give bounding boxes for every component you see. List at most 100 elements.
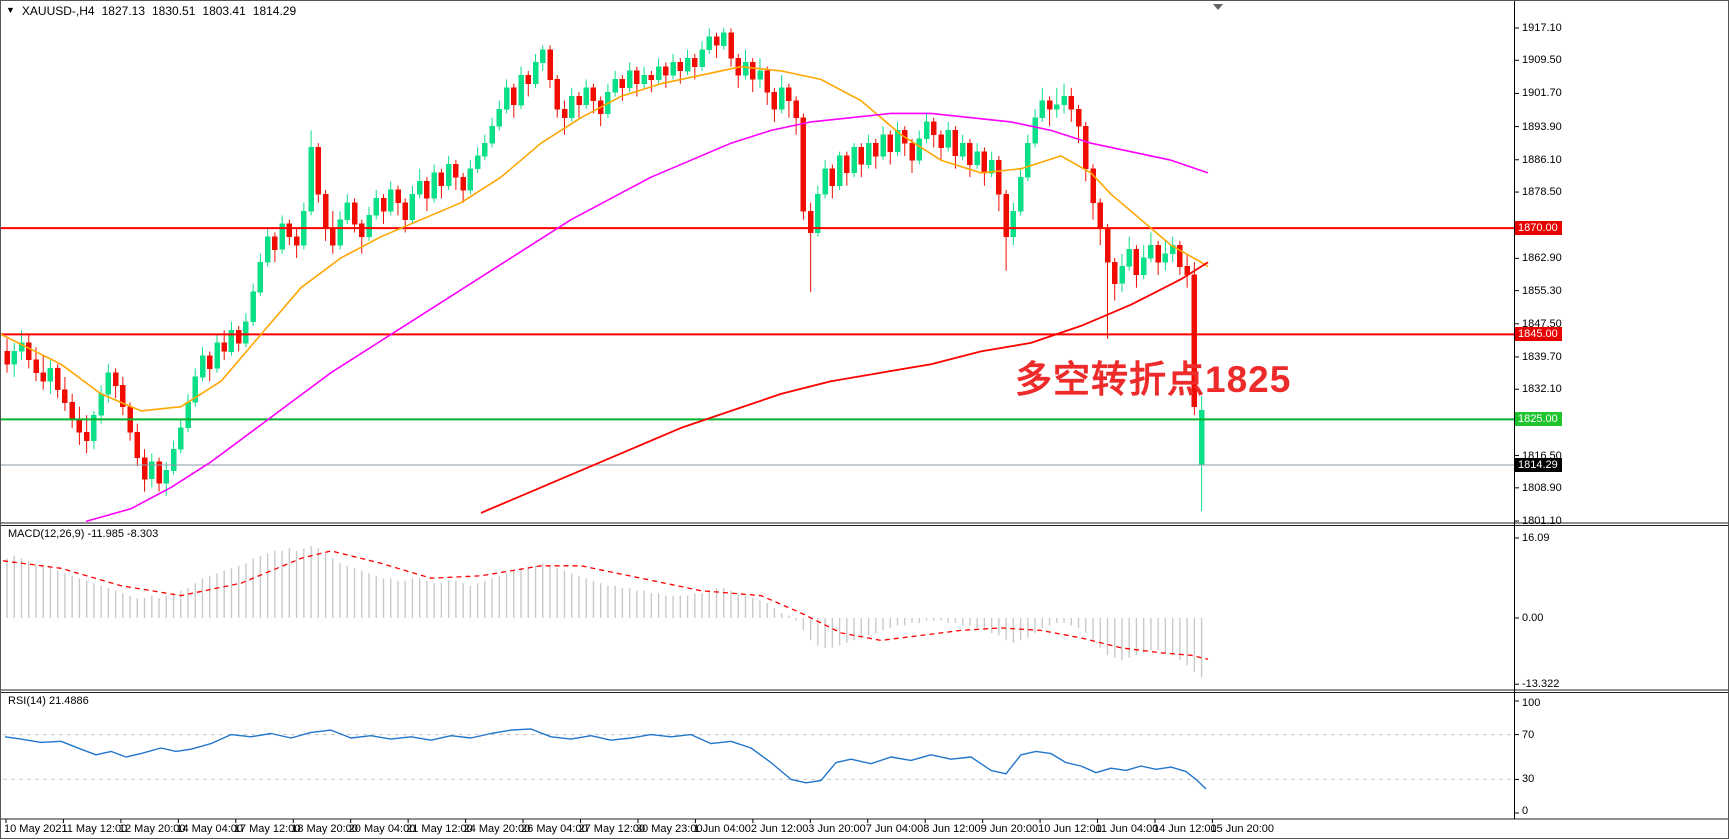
candle-bear (1155, 244, 1161, 263)
price-tick-label: 1917.10 (1522, 22, 1562, 34)
candle-bull (1039, 100, 1046, 118)
ma-slow-red (480, 261, 1209, 514)
candle-bull (496, 108, 503, 127)
candle-bull (503, 87, 510, 110)
candle-bear (4, 351, 10, 365)
chart-shift-marker-icon (1213, 4, 1223, 10)
time-tick-label: 24 May 20:00 (463, 823, 531, 835)
candle-bear (749, 62, 756, 80)
candle-bear (120, 385, 126, 407)
candle-bull (489, 125, 495, 144)
candle-bull (684, 57, 691, 72)
candle-bull (1010, 210, 1017, 237)
time-tick-label: 26 May 04:00 (521, 823, 588, 835)
candle-bull (1119, 266, 1125, 284)
candle-bear (1133, 249, 1140, 276)
candle-bull (199, 355, 206, 378)
candle-bear (547, 49, 553, 80)
time-tick-label: 14 Jun 12:00 (1153, 823, 1217, 835)
macd-tick-label: 0.00 (1522, 612, 1544, 624)
candle-bull (250, 291, 256, 322)
price-tick-label: 1832.10 (1522, 383, 1562, 396)
candle-bull (1025, 142, 1031, 178)
candle-bull (851, 147, 857, 174)
candle-bear (438, 172, 445, 186)
candle-bull (366, 215, 372, 237)
candle-bull (192, 376, 198, 403)
candle-bull (699, 49, 705, 67)
candle-bull (1032, 117, 1038, 144)
time-tick-label: 14 May 04:00 (176, 823, 243, 835)
price-tick-label: 1886.10 (1522, 153, 1562, 166)
macd-tick-label: -13.322 (1522, 678, 1560, 691)
ma-mid-magenta (85, 112, 1209, 523)
time-tick-label: 1 Jun 04:00 (693, 823, 751, 835)
candle-bull (344, 202, 351, 220)
symbol-period-label: XAUUSD-,H4 (21, 4, 95, 18)
candle-bull (836, 155, 843, 186)
time-tick-label: 9 Jun 20:00 (980, 823, 1039, 835)
candle-bull (409, 193, 416, 220)
candle-bear (786, 87, 792, 101)
candle-bear (967, 142, 973, 165)
candle-bull (373, 198, 379, 216)
candle-bear (221, 342, 227, 352)
close-value: 1814.29 (252, 4, 297, 18)
candle-bear (648, 74, 655, 80)
candle-bull (467, 168, 474, 191)
price-chart-area[interactable] (1, 1, 1514, 819)
candle-bear (460, 176, 466, 191)
time-tick-label: 12 May 20:00 (118, 823, 186, 835)
candle-bear (156, 461, 162, 484)
candle-bear (858, 147, 865, 165)
candle-bear (1075, 108, 1082, 127)
candle-bear (713, 36, 720, 46)
candle-bear (402, 202, 408, 220)
candle-bull (264, 236, 271, 263)
time-tick-label: 3 Jun 20:00 (808, 823, 866, 835)
candle-bear (561, 108, 568, 118)
candle-bear (1191, 274, 1198, 407)
candle-bull (815, 193, 821, 233)
candle-bull (431, 172, 437, 199)
price-tick-label: 1901.70 (1522, 87, 1562, 100)
candle-bear (351, 202, 358, 225)
price-tick-label: 1847.50 (1522, 317, 1562, 330)
candle-bull (974, 151, 980, 165)
ma-fast-orange (1, 65, 1209, 412)
candle-bear (764, 70, 770, 93)
candle-bull (170, 448, 177, 471)
time-tick-label: 11 May 12:00 (61, 823, 128, 835)
candle-bull (243, 321, 249, 344)
candle-bull (105, 372, 112, 395)
symbol-marker-icon: ▼ (6, 5, 15, 15)
candle-bear (771, 91, 778, 110)
rsi-tick-label: 30 (1522, 773, 1535, 786)
candle-bear (728, 32, 734, 59)
candle-bull (568, 96, 575, 118)
candle-bear (33, 359, 39, 373)
candle-bear (380, 198, 387, 212)
candle-bear (829, 168, 836, 186)
candle-bear (1177, 244, 1183, 267)
candle-bear (952, 130, 959, 157)
high-value: 1830.51 (152, 4, 196, 18)
candle-bear (62, 389, 68, 403)
candle-bull (655, 66, 662, 80)
time-tick-label: 10 May 2021 (4, 823, 68, 835)
candle-bear (453, 164, 459, 178)
candle-bear (395, 189, 401, 203)
candle-bull (214, 342, 220, 369)
candle-bull (279, 223, 285, 250)
candle-bear (873, 142, 879, 157)
candle-bear (525, 74, 532, 84)
candle-bull (47, 368, 54, 382)
candle-bear (1090, 168, 1096, 203)
candle-bear (576, 96, 582, 106)
candle-bull (149, 461, 155, 480)
candle-bear (54, 368, 61, 390)
candle-bull (474, 155, 481, 169)
candle-bull (163, 470, 170, 484)
candle-bull (178, 427, 184, 450)
